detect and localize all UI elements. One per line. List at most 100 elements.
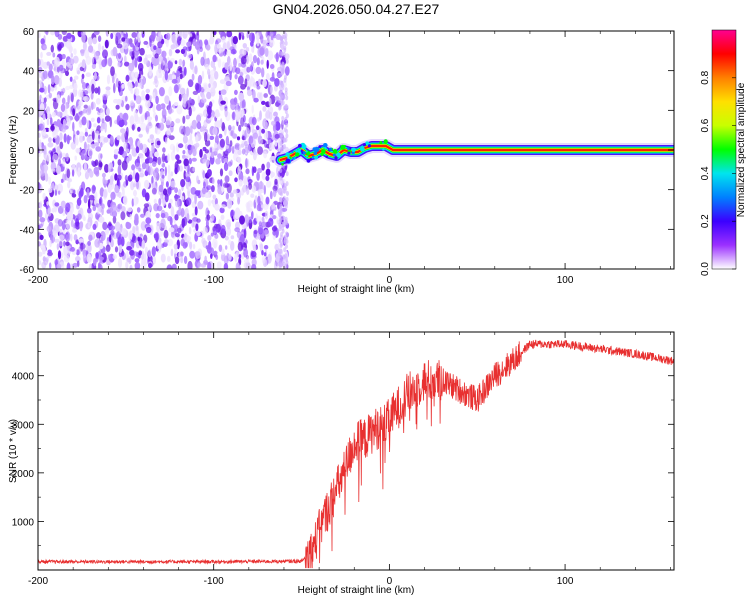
spectrogram-noise-cell [281,34,285,40]
spectrogram-noise-cell [47,84,51,94]
spectrogram-noise-cell [285,122,289,128]
spectrogram-noise-cell [83,216,86,222]
spectrogram-noise-cell [259,92,263,102]
track-speckle [295,152,300,157]
spectrogram-noise-cell [98,160,103,171]
spectrogram-noise-cell [251,32,255,44]
spectrogram-noise-cell [135,162,141,170]
spectrogram-noise-cell [167,60,173,69]
spectrogram-noise-cell [140,122,147,131]
spectrogram-noise-cell [252,132,258,139]
spectrogram-noise-cell [118,120,125,127]
spectrogram-noise-cell [42,192,46,200]
spectrogram-noise-cell [242,43,247,49]
spectrogram-noise-cell [263,130,269,140]
spectrogram-noise-cell [284,53,290,60]
spectrogram-noise-cell [38,132,41,138]
spectrogram-noise-cell [248,53,253,63]
spectrogram-noise-cell [196,218,201,223]
spectrogram-xtick-label: 100 [557,275,574,286]
spectrogram-noise-cell [73,234,78,241]
spectrogram-noise-cell [245,158,248,169]
spectrogram-noise-cell [225,80,232,87]
spectrogram-noise-cell [173,243,178,250]
spectrogram-ytick-label: 0 [28,146,34,157]
spectrogram-noise-cell [38,209,43,218]
track-speckle [351,147,356,153]
spectrogram-noise-cell [160,253,166,263]
spectrogram-noise-cell [40,97,44,103]
spectrogram-noise-cell [151,56,155,65]
spectrogram-noise-cell [177,65,182,72]
snr-series-line [38,339,674,569]
spectrogram-noise-cell [219,207,225,214]
spectrogram-noise-cell [125,74,130,82]
spectrogram-noise-cell [194,194,197,205]
track-speckle [285,158,291,164]
spectrogram-noise-cell [91,101,94,111]
track-speckle [313,151,318,156]
track-speckle [328,147,332,151]
spectrogram-noise-cell [104,39,109,49]
spectrogram-noise-cell [101,172,106,178]
spectrogram-noise-cell [153,233,157,239]
spectrogram-noise-cell [282,216,286,221]
spectrogram-noise-cell [284,201,287,207]
spectrogram-noise-cell [267,253,272,264]
spectrogram-noise-cell [278,238,282,244]
spectrogram-noise-cell [90,92,94,100]
spectrogram-noise-cell [216,120,222,128]
snr-ytick-label: 4000 [12,372,35,383]
spectrogram-noise-cell [144,246,148,255]
spectrogram-noise-cell [268,142,275,150]
spectrogram-noise-cell [82,253,87,263]
spectrogram-noise-cell [117,165,122,175]
spectrogram-noise-cell [95,98,101,105]
spectrogram-noise-cell [161,50,167,58]
spectrogram-noise-cell [156,205,163,212]
spectrogram-noise-cell [67,95,70,105]
spectrogram-ylabel: Frequency (Hz) [8,116,19,185]
spectrogram-noise-cell [282,261,286,267]
spectrogram-noise-cell [249,64,252,71]
spectrogram-noise-cell [61,220,66,231]
spectrogram-noise-cell [214,203,220,211]
spectrogram-noise-cell [239,71,244,77]
spectrogram-noise-cell [180,256,184,264]
spectrogram-noise-cell [238,92,245,102]
spectrogram-noise-cell [186,213,190,222]
spectrogram-noise-cell [209,76,213,85]
track-speckle [324,147,327,150]
spectrogram-noise-cell [219,79,226,85]
spectrogram-noise-cell [65,70,69,77]
spectrogram-noise-cell [279,256,283,262]
spectrogram-noise-cell [210,232,214,237]
spectrogram-noise-cell [284,36,288,42]
spectrogram-noise-cell [81,59,86,69]
spectrogram-noise-cell [204,131,208,143]
spectrogram-noise-cell [206,244,212,254]
track-speckle [367,144,371,148]
spectrogram-noise-cell [256,171,260,181]
track-speckle [297,148,303,154]
spectrogram-noise-cell [237,165,242,176]
spectrogram-noise-cell [60,200,66,209]
spectrogram-noise-cell [215,158,221,165]
spectrogram-noise-cell [117,61,121,68]
spectrogram-noise-cell [286,191,289,196]
spectrogram-noise-cell [240,117,245,127]
spectrogram-noise-cell [141,32,145,38]
chart-title: GN04.2026.050.04.27.E27 [273,1,440,17]
spectrogram-noise-cell [94,191,98,200]
spectrogram-noise-cell [117,236,122,247]
track-speckle [311,155,315,158]
spectrogram-noise-cell [43,85,47,95]
spectrogram-noise-cell [136,207,141,213]
spectrogram-noise-cell [123,31,128,40]
spectrogram-noise-cell [205,219,209,229]
spectrogram-noise-cell [122,42,129,50]
spectrogram-noise-cell [256,215,262,223]
spectrogram-noise-cell [168,227,175,233]
spectrogram-noise-cell [174,194,180,199]
spectrogram-noise-cell [202,158,207,164]
